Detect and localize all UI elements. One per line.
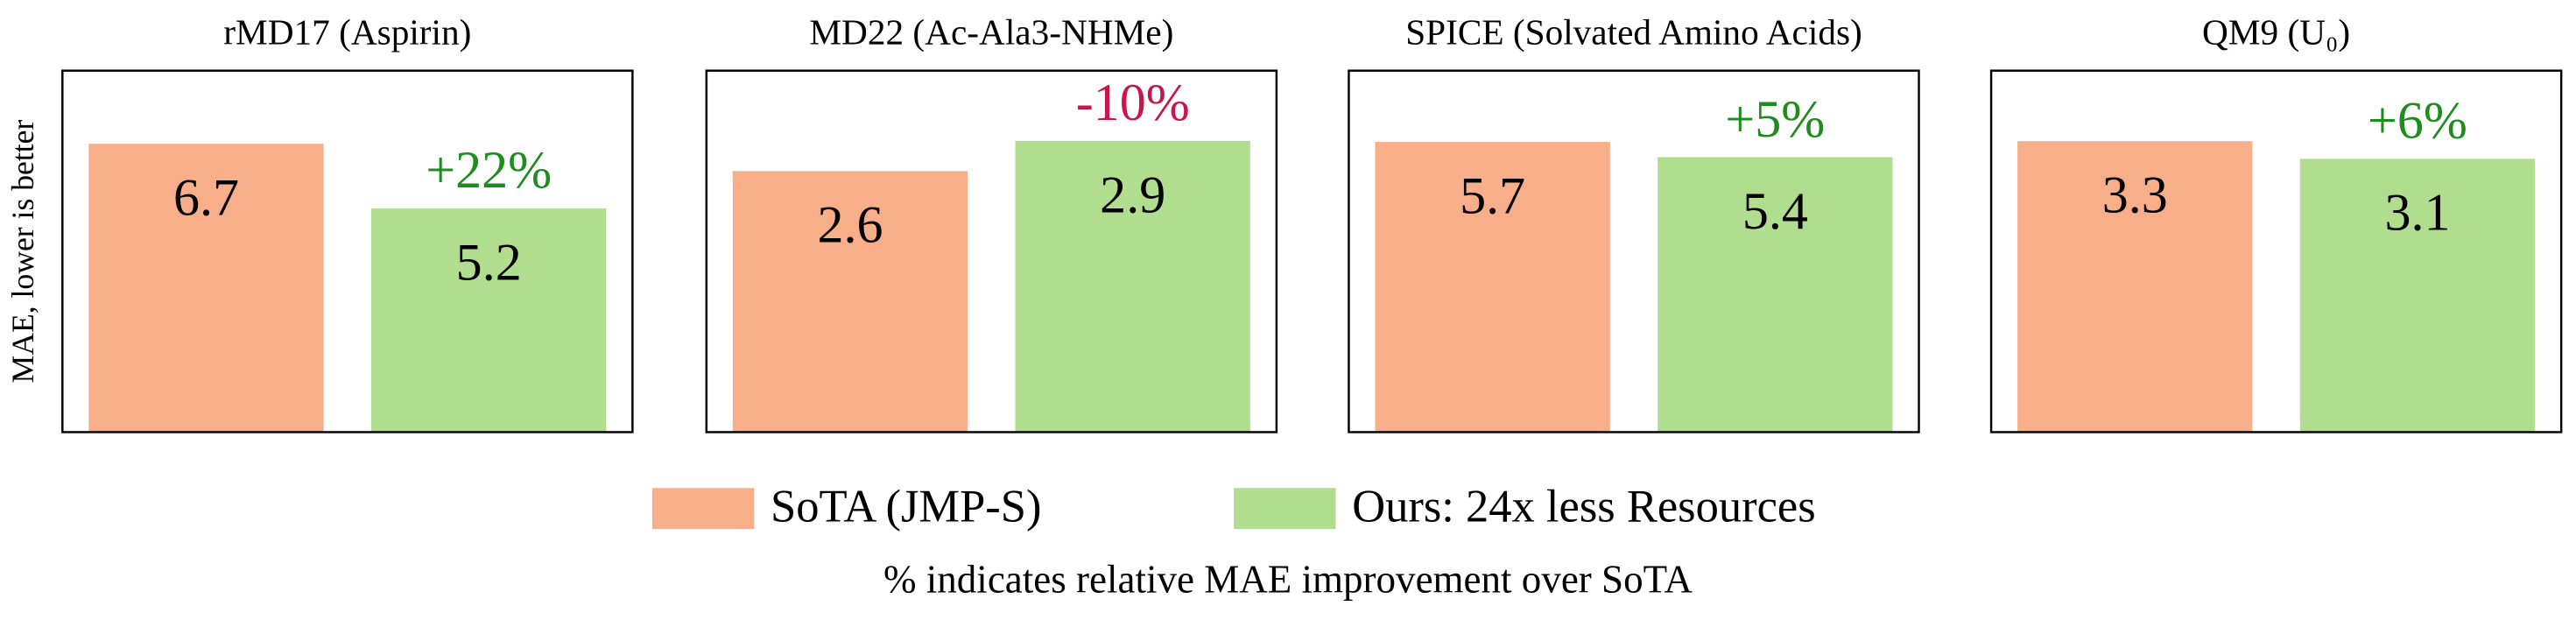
bar [1658,157,1893,433]
bar [371,208,607,433]
annotation: +22% [426,140,552,199]
panel-title: MD22 (Ac-Ala3-NHMe) [809,12,1173,53]
bar [2017,141,2253,433]
bar [1015,140,1250,433]
bar-value-label: 5.2 [456,232,522,291]
legend-swatch [1234,488,1336,530]
bar-value-label: 6.7 [173,168,239,227]
panel-title: QM9 (U₀) [2202,12,2350,53]
bar-value-label: 3.1 [2384,183,2450,242]
bar [88,144,324,433]
panel-frame [1989,69,2563,433]
y-axis-label: MAE, lower is better [5,120,40,384]
panel-frame [61,69,634,433]
panel-frame [1348,69,1920,433]
annotation: -10% [1076,73,1190,131]
legend-label: SoTA (JMP-S) [771,482,1042,532]
note: % indicates relative MAE improvement ove… [883,557,1693,601]
bar-value-label: 3.3 [2102,166,2168,224]
bar-value-label: 2.9 [1100,165,1165,223]
annotation: +5% [1725,89,1825,148]
panel-title: SPICE (Solvated Amino Acids) [1405,12,1862,53]
legend-label: Ours: 24x less Resources [1352,482,1815,532]
panel-frame [705,69,1278,433]
bar-value-label: 5.4 [1742,181,1808,240]
bar-value-label: 5.7 [1460,166,1525,224]
bar [732,171,968,433]
annotation: +6% [2368,91,2467,150]
bar-value-label: 2.6 [817,195,883,254]
bar [1375,142,1610,433]
legend-swatch [651,488,755,530]
panel-title: rMD17 (Aspirin) [223,12,471,53]
figure-body: rMD17 (Aspirin) MAE, lower is better 6.7 5.… [5,12,2563,601]
bar [2299,159,2536,433]
